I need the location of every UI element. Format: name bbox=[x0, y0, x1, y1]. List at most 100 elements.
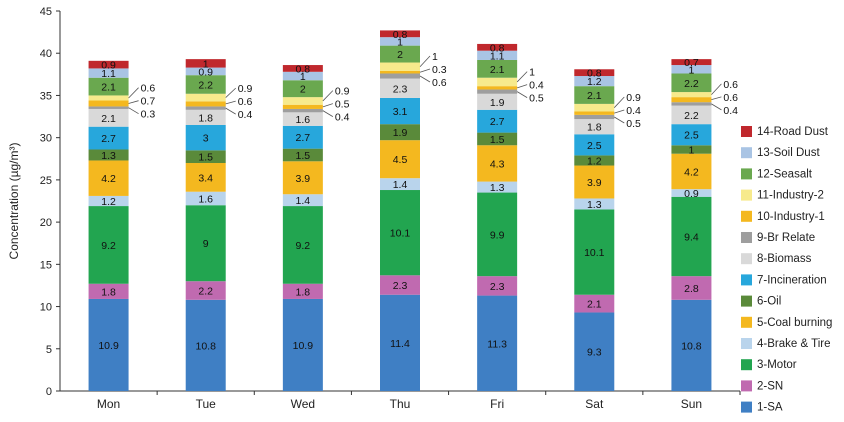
bar-segment bbox=[477, 86, 518, 90]
data-label: 0.9 bbox=[684, 188, 699, 200]
bar-segment bbox=[574, 312, 615, 391]
bar-segment bbox=[88, 126, 129, 150]
legend-swatch bbox=[741, 295, 752, 307]
x-tick-label: Thu bbox=[390, 397, 411, 411]
data-label: 9.2 bbox=[101, 240, 116, 252]
data-label: 0.5 bbox=[335, 99, 350, 111]
legend-entry: 7-Incineration bbox=[757, 274, 827, 286]
callout-line bbox=[517, 84, 528, 89]
bar-segment bbox=[185, 109, 226, 125]
bar-segment bbox=[477, 145, 518, 182]
data-label: 1.5 bbox=[296, 150, 311, 162]
data-label: 0.8 bbox=[587, 68, 602, 80]
bar-segment bbox=[574, 209, 615, 295]
data-label: 1.8 bbox=[198, 112, 213, 124]
legend-swatch bbox=[741, 274, 752, 286]
callout-line bbox=[711, 83, 722, 95]
bar-segment bbox=[88, 77, 129, 96]
legend-entry: 1-SA bbox=[757, 402, 783, 414]
bar-segment bbox=[671, 299, 712, 391]
bar-segment bbox=[185, 101, 226, 107]
bar-segment bbox=[380, 30, 420, 38]
data-label: 11.4 bbox=[390, 338, 410, 350]
callout-line bbox=[614, 116, 625, 124]
data-label: 3 bbox=[203, 133, 209, 145]
legend-entry: 4-Brake & Tire bbox=[757, 338, 831, 350]
data-label: 2.3 bbox=[490, 281, 505, 293]
bar-segment bbox=[185, 67, 226, 76]
data-label: 9.9 bbox=[490, 229, 505, 241]
data-label: 0.9 bbox=[101, 60, 116, 72]
x-tick-label: Wed bbox=[291, 397, 315, 411]
bar-segment bbox=[477, 109, 518, 133]
data-label: 3.9 bbox=[587, 177, 602, 189]
callout-line bbox=[516, 91, 528, 98]
bar-segment bbox=[282, 194, 323, 207]
bar-segment bbox=[88, 283, 129, 299]
data-label: 3.1 bbox=[393, 106, 408, 118]
data-label: 1.2 bbox=[587, 76, 602, 88]
bar-segment bbox=[88, 95, 129, 101]
callout-line bbox=[225, 87, 236, 98]
data-label: 2 bbox=[300, 84, 306, 96]
data-label: 1.8 bbox=[296, 286, 311, 298]
bar-segment bbox=[282, 125, 323, 149]
bar-segment bbox=[88, 108, 129, 127]
data-label: 2.2 bbox=[684, 110, 699, 122]
data-label: 10.9 bbox=[98, 340, 119, 352]
data-label: 1.3 bbox=[101, 150, 116, 162]
data-label: 0.4 bbox=[238, 109, 253, 121]
bar-segment bbox=[477, 192, 518, 277]
legend-swatch bbox=[741, 147, 752, 159]
bar-segment bbox=[671, 97, 712, 103]
x-tick-label: Tue bbox=[196, 397, 217, 411]
bar-segment bbox=[282, 161, 323, 195]
data-label: 1 bbox=[529, 67, 535, 79]
bar-segment bbox=[380, 45, 420, 63]
bar-segment bbox=[574, 86, 615, 104]
bar-segment bbox=[671, 102, 712, 106]
bar-segment bbox=[671, 105, 712, 125]
legend-entry: 9-Br Relate bbox=[757, 232, 815, 244]
data-label: 1.1 bbox=[101, 68, 116, 80]
bar-segment bbox=[282, 112, 323, 126]
legend-swatch bbox=[741, 253, 752, 265]
data-label: 1.4 bbox=[393, 179, 408, 191]
data-label: 0.7 bbox=[684, 57, 699, 69]
bar-segment bbox=[574, 198, 615, 210]
bar-segment bbox=[185, 93, 226, 102]
bar-segment bbox=[477, 132, 518, 146]
bar-segment bbox=[380, 178, 420, 191]
legend-entry: 8-Biomass bbox=[757, 253, 812, 265]
bar-segment bbox=[282, 206, 323, 284]
bar-segment bbox=[282, 104, 323, 109]
legend-swatch bbox=[741, 338, 752, 349]
data-label: 0.4 bbox=[723, 105, 738, 117]
bar-segment bbox=[185, 59, 226, 68]
data-label: 1.4 bbox=[296, 195, 311, 207]
data-label: 1.1 bbox=[490, 50, 505, 62]
y-tick-label: 30 bbox=[40, 133, 52, 145]
callout-line bbox=[322, 90, 334, 102]
data-label: 1.6 bbox=[296, 114, 311, 126]
bar-segment bbox=[88, 206, 129, 284]
legend-swatch bbox=[741, 380, 752, 392]
data-label: 1.6 bbox=[198, 193, 213, 205]
bar-segment bbox=[380, 37, 420, 46]
bar-segment bbox=[477, 59, 518, 78]
data-label: 1.2 bbox=[101, 196, 116, 208]
data-label: 0.9 bbox=[626, 92, 641, 104]
bar-segment bbox=[88, 68, 129, 78]
data-label: 1 bbox=[300, 71, 306, 83]
data-label: 1 bbox=[203, 58, 209, 70]
legend-swatch bbox=[741, 232, 752, 243]
data-label: 0.6 bbox=[238, 96, 253, 108]
bar-segment bbox=[380, 70, 420, 74]
bar-segment bbox=[477, 276, 518, 296]
legend-entry: 6-Oil bbox=[757, 296, 781, 308]
data-label: 2.1 bbox=[587, 299, 602, 311]
data-label: 1.3 bbox=[587, 199, 602, 211]
legend-swatch bbox=[741, 359, 752, 371]
data-label: 0.6 bbox=[723, 92, 738, 104]
data-label: 4.2 bbox=[684, 166, 699, 178]
